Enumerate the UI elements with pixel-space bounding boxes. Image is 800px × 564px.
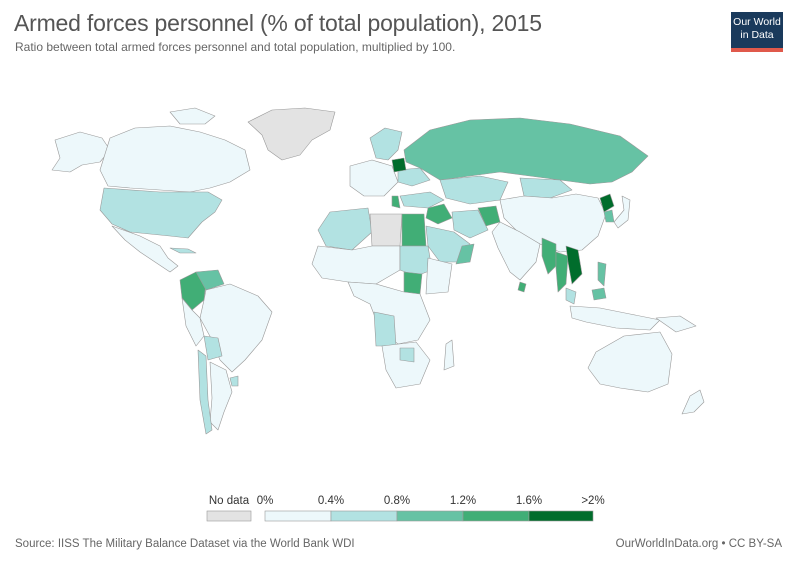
legend-bin-3 [462,510,530,522]
region-laos-vietnam[interactable] [565,245,583,285]
region-greenland[interactable] [247,107,336,161]
region-south-sudan[interactable] [403,271,423,295]
region-alaska[interactable] [51,131,111,173]
region-myanmar[interactable] [541,237,557,275]
source-note: Source: IISS The Military Balance Datase… [15,538,355,550]
region-zimbabwe[interactable] [399,347,415,363]
region-venezuela[interactable] [195,269,225,291]
region-indonesia[interactable] [569,305,661,331]
region-iran[interactable] [451,209,489,239]
region-libya[interactable] [369,213,403,247]
logo-line1: Our World [733,16,781,28]
region-arctic-islands[interactable] [169,107,216,125]
legend-tick-2: 0.8% [384,495,410,507]
region-india[interactable] [491,221,541,281]
region-north-korea[interactable] [599,193,615,213]
chart-title: Armed forces personnel (% of total popul… [14,10,542,36]
region-uruguay[interactable] [229,375,239,387]
region-egypt[interactable] [401,213,427,247]
region-japan[interactable] [613,195,631,229]
region-central-africa[interactable] [347,281,431,345]
region-kazakhstan[interactable] [439,175,509,205]
region-syria-iraq[interactable] [425,203,453,225]
credit-link[interactable]: OurWorldInData.org • CC BY-SA [615,538,782,550]
legend-bin-2 [396,510,464,522]
region-mongolia[interactable] [519,177,573,199]
region-turkey[interactable] [399,191,445,209]
legend-bin-1 [330,510,398,522]
region-sudan[interactable] [399,245,433,277]
legend: No data 0% 0.4% 0.8% 1.2% 1.6% >2% [206,495,605,522]
legend-tick-0: 0% [257,495,274,507]
region-philippines[interactable] [597,261,607,287]
region-png[interactable] [655,315,697,333]
owid-logo[interactable]: Our World in Data [731,12,783,52]
region-brunei[interactable] [591,287,607,301]
region-scandinavia[interactable] [369,127,403,161]
region-yemen-oman[interactable] [455,243,475,265]
region-sahel[interactable] [311,245,401,285]
region-ukraine[interactable] [397,167,431,187]
region-southern-africa[interactable] [381,341,431,389]
region-chile[interactable] [197,349,213,435]
region-south-korea[interactable] [603,209,615,223]
legend-tick-5: >2% [581,495,604,507]
region-argentina[interactable] [209,361,233,431]
legend-tick-1: 0.4% [318,495,344,507]
region-malaysia[interactable] [565,287,577,305]
legend-no-data-label: No data [209,495,250,507]
region-western-europe[interactable] [349,159,399,197]
region-greece[interactable] [391,195,401,209]
region-russia[interactable] [403,117,649,185]
region-mexico[interactable] [111,225,179,273]
legend-no-data-swatch [206,510,252,522]
legend-bin-0 [264,510,332,522]
logo-line2: in Data [740,29,774,41]
region-australia[interactable] [587,331,673,393]
region-north-africa-west[interactable] [317,207,373,251]
chart-subtitle: Ratio between total armed forces personn… [15,40,456,54]
region-madagascar[interactable] [443,339,455,371]
legend-bin-4 [528,510,594,522]
region-new-zealand[interactable] [681,389,705,415]
legend-tick-4: 1.6% [516,495,542,507]
region-usa[interactable] [99,187,223,239]
region-thailand[interactable] [555,251,569,293]
region-belarus[interactable] [391,157,407,173]
region-cuba[interactable] [169,247,197,254]
legend-tick-3: 1.2% [450,495,476,507]
region-ethiopia[interactable] [425,257,453,295]
region-angola[interactable] [373,311,397,347]
region-sri-lanka[interactable] [517,281,527,293]
region-bolivia[interactable] [203,335,223,361]
region-canada[interactable] [99,125,251,193]
